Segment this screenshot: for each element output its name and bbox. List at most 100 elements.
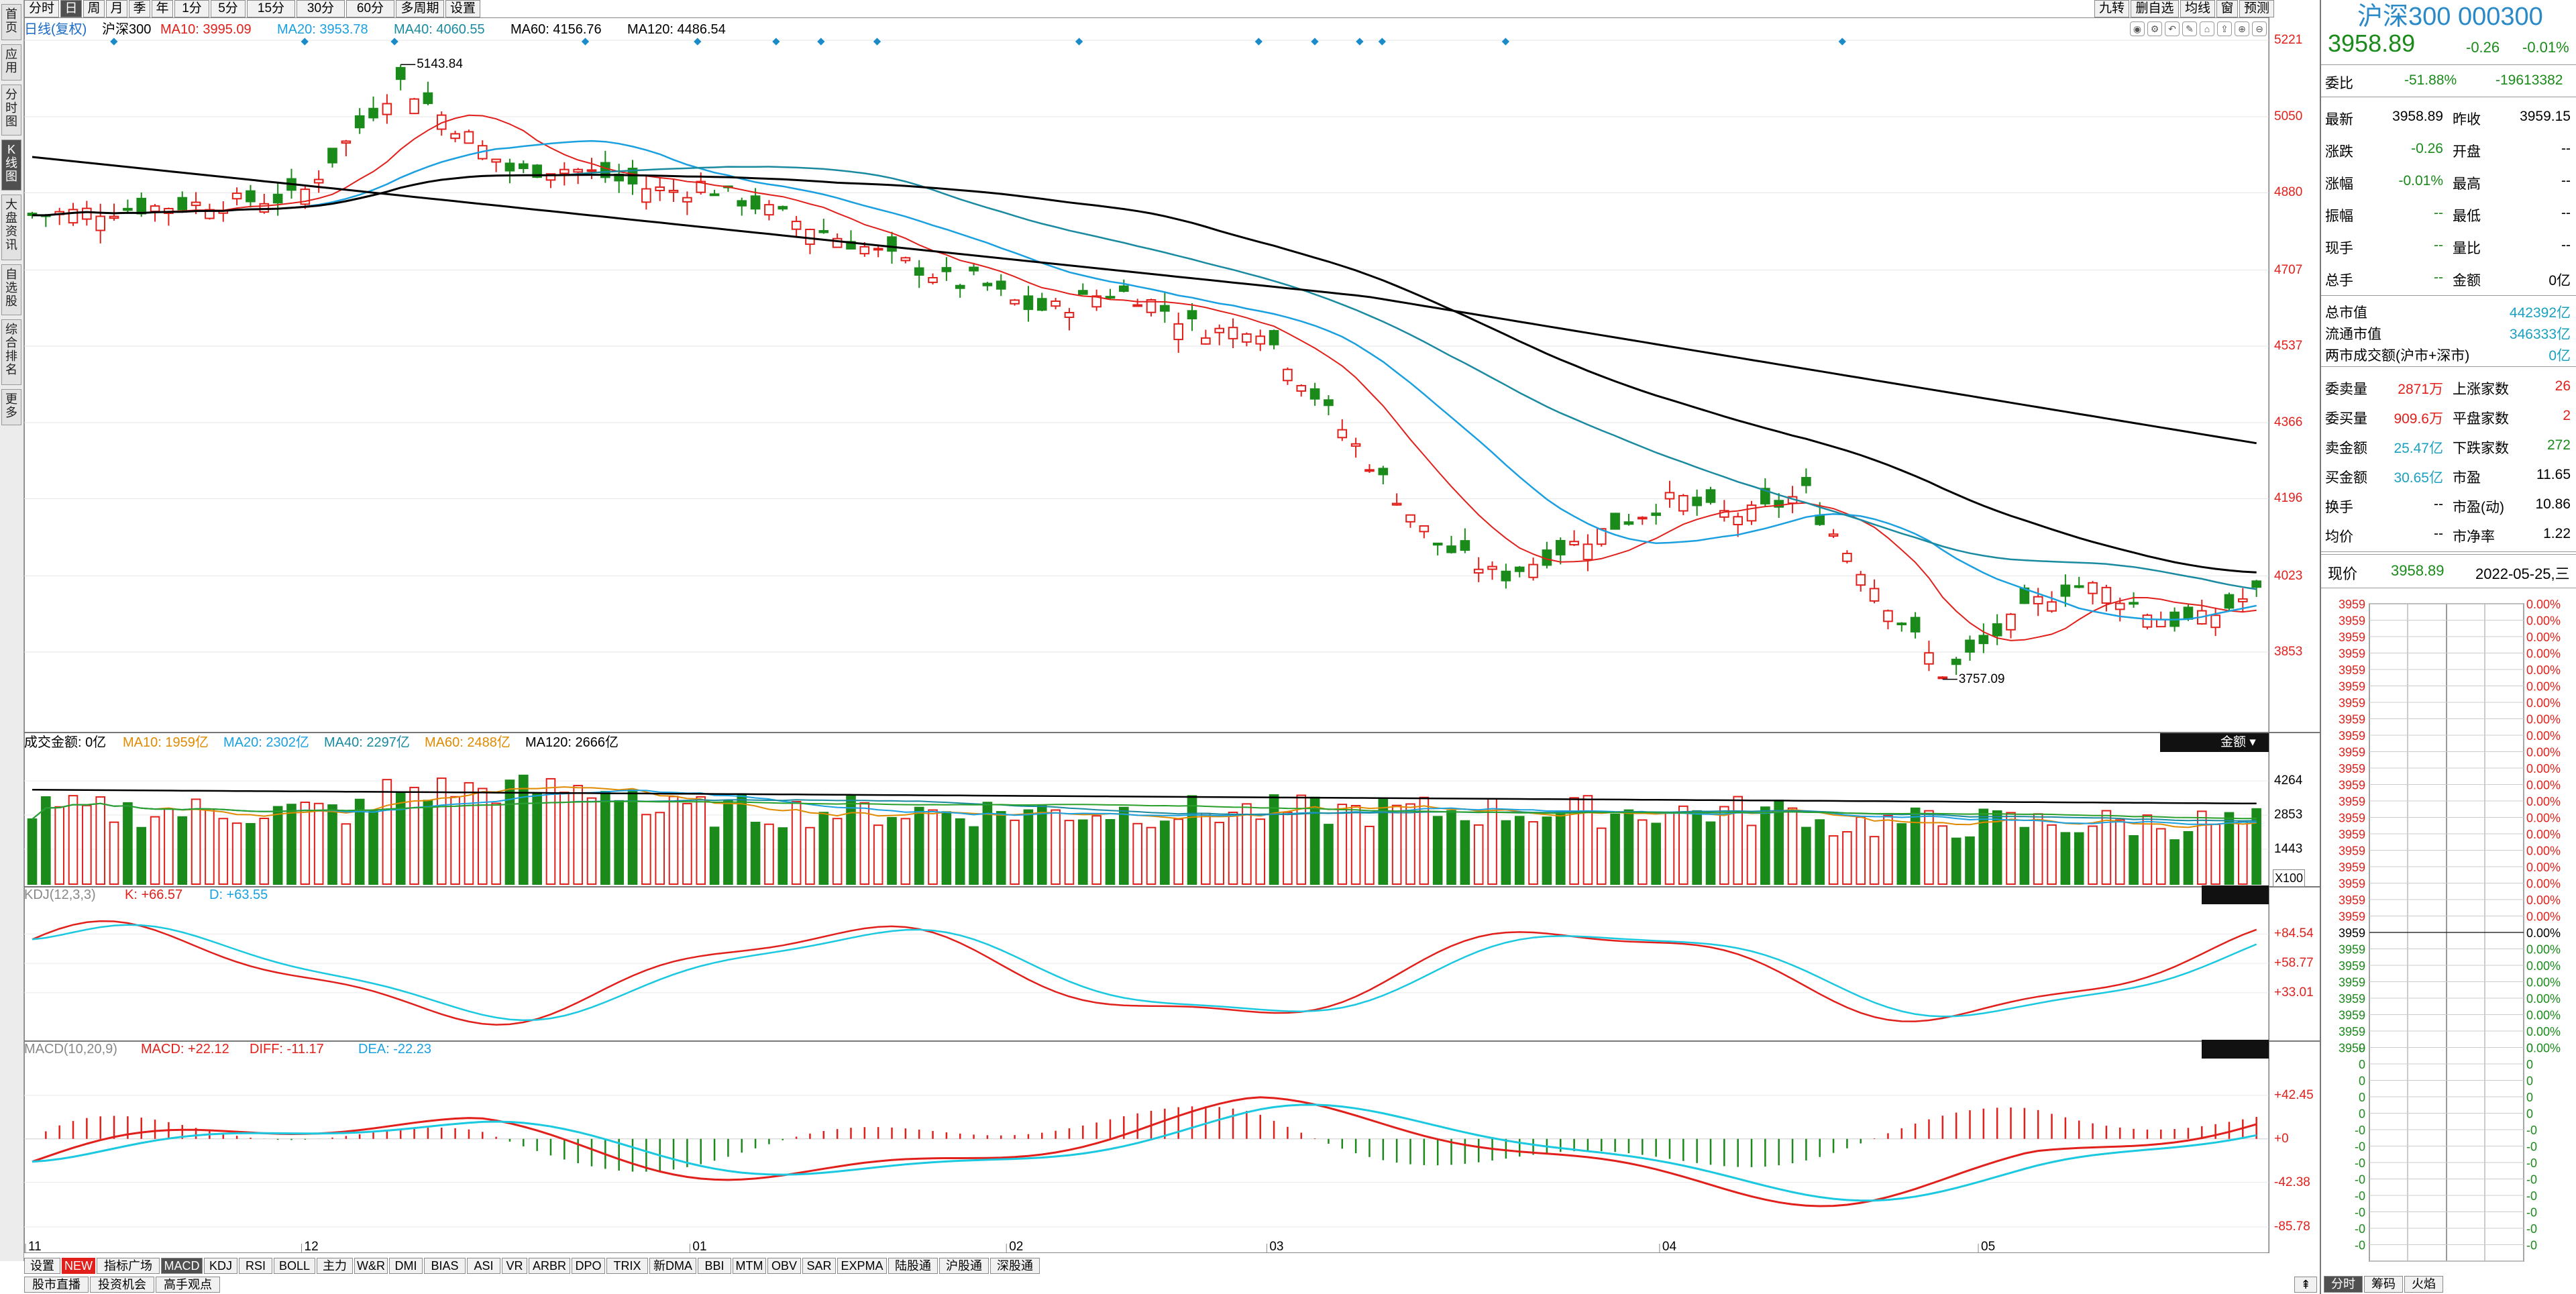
period-tab-11[interactable]: 多周期 xyxy=(396,0,444,17)
indicator-tab-6[interactable]: BOLL xyxy=(274,1258,315,1274)
bottom-link-0[interactable]: 股市直播 xyxy=(24,1277,89,1293)
left-nav-item-0[interactable]: 首页 xyxy=(1,4,21,40)
candle-body xyxy=(777,206,788,210)
indicator-tab-16[interactable]: 新DMA xyxy=(649,1258,696,1274)
event-marker[interactable] xyxy=(1254,38,1263,46)
mini-intraday-chart[interactable]: 3959 0.00% 3959 0.00% 3959 0.00% 3959 0.00% 3959… xyxy=(2321,590,2576,1268)
volume-bar xyxy=(764,823,774,885)
indicator-tab-18[interactable]: MTM xyxy=(733,1258,766,1274)
indicator-tab-4[interactable]: KDJ xyxy=(204,1258,237,1274)
settings-icon[interactable]: ⚙ xyxy=(2147,21,2162,36)
chart-tool-3[interactable]: 窗 xyxy=(2216,0,2238,17)
indicator-tab-11[interactable]: ASI xyxy=(467,1258,500,1274)
indicator-tab-8[interactable]: W&R xyxy=(354,1258,388,1274)
quote-tab-1[interactable]: 筹码 xyxy=(2364,1276,2403,1293)
period-tab-6[interactable]: 1分 xyxy=(174,0,209,17)
volume-bar xyxy=(1405,803,1415,885)
period-tab-5[interactable]: 年 xyxy=(152,0,173,17)
indicator-tab-1[interactable]: NEW xyxy=(62,1258,95,1274)
left-nav-item-3[interactable]: K线图 xyxy=(1,140,21,191)
indicator-tab-9[interactable]: DMI xyxy=(389,1258,423,1274)
left-nav-item-1[interactable]: 应用 xyxy=(1,44,21,80)
period-tab-2[interactable]: 周 xyxy=(83,0,105,17)
kdj-param-button[interactable] xyxy=(2202,885,2269,904)
zoom-in-icon[interactable]: ⊕ xyxy=(2235,21,2249,36)
event-marker[interactable] xyxy=(1356,38,1364,46)
quote-tab-0[interactable]: 分时 xyxy=(2324,1276,2363,1293)
event-marker[interactable] xyxy=(390,38,398,46)
left-nav-item-4[interactable]: 大盘资讯 xyxy=(1,195,21,260)
bottom-link-1[interactable]: 投资机会 xyxy=(90,1277,154,1293)
indicator-tab-23[interactable]: 沪股通 xyxy=(939,1258,989,1274)
indicator-tab-3[interactable]: MACD xyxy=(161,1258,203,1274)
period-tab-7[interactable]: 5分 xyxy=(211,0,246,17)
quote-value: -0.01% xyxy=(2398,173,2443,188)
event-marker[interactable] xyxy=(873,38,881,46)
indicator-tab-20[interactable]: SAR xyxy=(802,1258,836,1274)
indicator-tab-10[interactable]: BIAS xyxy=(424,1258,466,1274)
chart-tool-1[interactable]: 删自选 xyxy=(2131,0,2179,17)
left-nav-item-6[interactable]: 综合排名 xyxy=(1,319,21,385)
period-tab-8[interactable]: 15分 xyxy=(247,0,295,17)
period-tab-10[interactable]: 60分 xyxy=(346,0,394,17)
indicator-tab-21[interactable]: EXPMA xyxy=(837,1258,887,1274)
left-nav-item-5[interactable]: 自选股 xyxy=(1,264,21,315)
undo-icon[interactable]: ↶ xyxy=(2165,21,2180,36)
event-marker[interactable] xyxy=(1311,38,1319,46)
candle-body xyxy=(586,169,597,172)
left-nav-item-2[interactable]: 分时图 xyxy=(1,85,21,136)
indicator-tab-13[interactable]: ARBR xyxy=(529,1258,570,1274)
period-tab-1[interactable]: 日 xyxy=(60,0,82,17)
draw-icon[interactable]: ✎ xyxy=(2182,21,2197,36)
period-tab-9[interactable]: 30分 xyxy=(297,0,345,17)
price-axis-label-2: 4880 xyxy=(2274,185,2303,200)
period-tab-3[interactable]: 月 xyxy=(106,0,127,17)
event-marker[interactable] xyxy=(581,38,590,46)
event-marker[interactable] xyxy=(817,38,825,46)
chart-area[interactable] xyxy=(24,17,2320,1253)
indicator-tab-14[interactable]: DPO xyxy=(572,1258,605,1274)
event-marker[interactable] xyxy=(772,38,780,46)
indicator-tab-5[interactable]: RSI xyxy=(239,1258,272,1274)
indicator-tab-24[interactable]: 深股通 xyxy=(990,1258,1040,1274)
indicator-tab-17[interactable]: BBI xyxy=(698,1258,731,1274)
chart-tool-2[interactable]: 均线 xyxy=(2180,0,2215,17)
event-marker[interactable] xyxy=(1838,38,1846,46)
export-icon[interactable]: ⇪ xyxy=(2217,21,2232,36)
chart-tool-4[interactable]: 预测 xyxy=(2239,0,2274,17)
indicator-tab-0[interactable]: 设置 xyxy=(24,1258,60,1274)
volume-type-selector[interactable]: 金额 ▾ xyxy=(2160,733,2269,752)
indicator-tab-19[interactable]: OBV xyxy=(767,1258,801,1274)
candle-body xyxy=(1842,553,1852,562)
bottom-link-2[interactable]: 高手观点 xyxy=(156,1277,220,1293)
volume-bar xyxy=(2155,828,2166,885)
indicator-tab-12[interactable]: VR xyxy=(502,1258,527,1274)
macd-param-button[interactable] xyxy=(2202,1040,2269,1059)
volume-bar xyxy=(777,827,788,885)
quote-label: 涨幅 xyxy=(2325,176,2353,192)
collapse-up-icon[interactable]: ⇞ xyxy=(2294,1277,2317,1293)
period-tab-12[interactable]: 设置 xyxy=(445,0,480,17)
event-marker[interactable] xyxy=(694,38,702,46)
vol-ma10-line xyxy=(32,786,2257,828)
period-tab-0[interactable]: 分时 xyxy=(24,0,59,17)
event-marker[interactable] xyxy=(1075,38,1083,46)
period-tab-4[interactable]: 季 xyxy=(129,0,150,17)
event-marker[interactable] xyxy=(110,38,118,46)
left-nav-item-7[interactable]: 更多 xyxy=(1,389,21,425)
indicator-tab-2[interactable]: 指标广场 xyxy=(97,1258,160,1274)
quote-value: 2871万 xyxy=(2398,382,2443,397)
zoom-out-icon[interactable]: ⊖ xyxy=(2252,21,2267,36)
lock-icon[interactable]: ⌂ xyxy=(2200,21,2214,36)
event-marker[interactable] xyxy=(1501,38,1510,46)
eye-icon[interactable]: ◉ xyxy=(2130,21,2145,36)
event-marker[interactable] xyxy=(1378,38,1386,46)
event-marker[interactable] xyxy=(301,38,309,46)
indicator-tab-7[interactable]: 主力 xyxy=(317,1258,353,1274)
chart-tool-0[interactable]: 九转 xyxy=(2094,0,2129,17)
quote-tab-2[interactable]: 火焰 xyxy=(2404,1276,2443,1293)
candle-body xyxy=(737,200,747,207)
indicator-tab-15[interactable]: TRIX xyxy=(606,1258,648,1274)
indicator-tab-22[interactable]: 陆股通 xyxy=(888,1258,938,1274)
candle-body xyxy=(1473,568,1484,574)
